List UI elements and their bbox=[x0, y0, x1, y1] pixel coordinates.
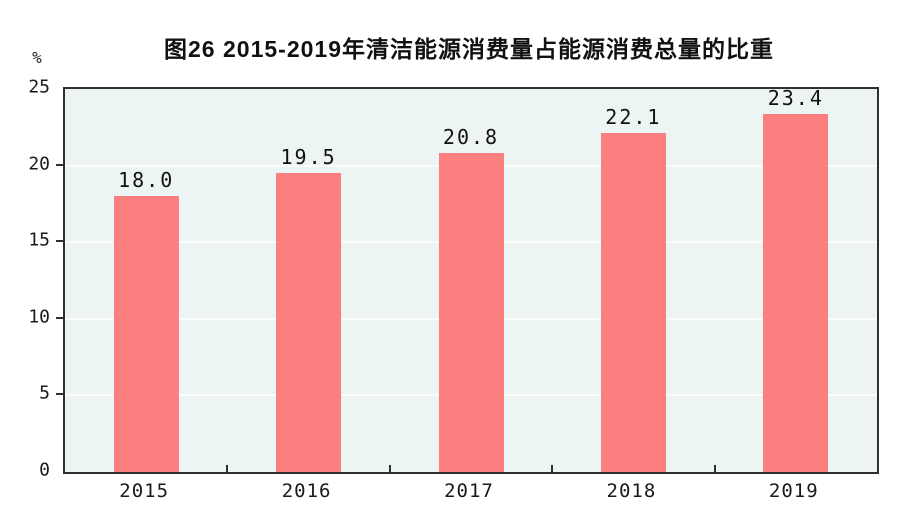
bar-value-label-2017: 20.8 bbox=[442, 125, 500, 149]
x-boundary-tick-1 bbox=[226, 465, 228, 472]
y-tick-label-15: 15 bbox=[28, 229, 50, 251]
y-tick-mark-20 bbox=[56, 163, 64, 166]
y-tick-label-10: 10 bbox=[28, 306, 50, 328]
y-tick-label-25: 25 bbox=[28, 76, 50, 98]
x-boundary-tick-4 bbox=[714, 465, 716, 472]
x-boundary-tick-2 bbox=[389, 465, 391, 472]
bar-value-label-2018: 22.1 bbox=[605, 105, 662, 129]
y-tick-label-0: 0 bbox=[39, 459, 50, 481]
bar-value-label-2015: 18.0 bbox=[118, 168, 175, 192]
y-tick-label-5: 5 bbox=[39, 382, 50, 404]
bar-2017 bbox=[439, 153, 504, 472]
y-axis-unit-label: % bbox=[32, 48, 42, 67]
y-tick-mark-15 bbox=[56, 240, 64, 243]
x-tick-label-2018: 2018 bbox=[606, 480, 657, 502]
y-tick-label-20: 20 bbox=[28, 153, 50, 175]
bar-value-label-2019: 23.4 bbox=[767, 86, 824, 110]
x-tick-label-2017: 2017 bbox=[444, 480, 494, 502]
plot-area: 18.0 19.5 20.8 22.1 23.4 bbox=[63, 86, 879, 474]
bar-2019 bbox=[763, 114, 828, 472]
bar-2018 bbox=[601, 133, 666, 472]
x-tick-label-2019: 2019 bbox=[768, 480, 819, 502]
x-boundary-tick-3 bbox=[551, 465, 553, 472]
y-tick-mark-5 bbox=[56, 393, 64, 396]
x-tick-label-2015: 2015 bbox=[119, 480, 170, 502]
bar-2015 bbox=[114, 196, 179, 472]
chart-title: 图26 2015-2019年清洁能源消费量占能源消费总量的比重 bbox=[164, 36, 774, 62]
bar-value-label-2016: 19.5 bbox=[280, 145, 337, 169]
x-tick-label-2016: 2016 bbox=[281, 480, 332, 502]
y-tick-mark-10 bbox=[56, 316, 64, 319]
bar-2016 bbox=[276, 173, 341, 472]
